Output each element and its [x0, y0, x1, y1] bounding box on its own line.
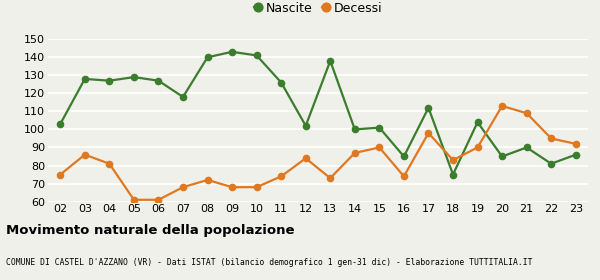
Decessi [425, 131, 432, 135]
Text: Movimento naturale della popolazione: Movimento naturale della popolazione [6, 224, 295, 237]
Nascite [376, 126, 383, 129]
Decessi [572, 142, 580, 146]
Nascite [302, 124, 310, 127]
Nascite [523, 146, 530, 149]
Decessi [548, 137, 555, 140]
Decessi [56, 173, 64, 176]
Nascite [179, 95, 187, 99]
Decessi [179, 185, 187, 189]
Nascite [351, 128, 358, 131]
Nascite [572, 153, 580, 156]
Text: COMUNE DI CASTEL D'AZZANO (VR) - Dati ISTAT (bilancio demografico 1 gen-31 dic) : COMUNE DI CASTEL D'AZZANO (VR) - Dati IS… [6, 258, 533, 267]
Decessi [351, 151, 358, 155]
Decessi [229, 185, 236, 189]
Decessi [130, 198, 137, 202]
Line: Decessi: Decessi [57, 103, 579, 203]
Nascite [400, 155, 407, 158]
Nascite [81, 77, 88, 81]
Decessi [474, 146, 481, 149]
Nascite [474, 120, 481, 124]
Nascite [548, 162, 555, 165]
Nascite [229, 50, 236, 53]
Legend: Nascite, Decessi: Nascite, Decessi [249, 0, 387, 20]
Nascite [204, 55, 211, 59]
Decessi [400, 175, 407, 178]
Nascite [425, 106, 432, 109]
Nascite [499, 155, 506, 158]
Decessi [326, 176, 334, 180]
Decessi [106, 162, 113, 165]
Nascite [449, 173, 457, 176]
Decessi [449, 158, 457, 162]
Decessi [499, 104, 506, 108]
Nascite [253, 54, 260, 57]
Nascite [130, 75, 137, 79]
Line: Nascite: Nascite [57, 49, 579, 178]
Decessi [302, 157, 310, 160]
Nascite [326, 59, 334, 62]
Nascite [155, 79, 162, 82]
Nascite [106, 79, 113, 82]
Decessi [376, 146, 383, 149]
Nascite [278, 81, 285, 84]
Decessi [155, 198, 162, 202]
Decessi [253, 185, 260, 189]
Nascite [56, 122, 64, 126]
Decessi [204, 178, 211, 182]
Decessi [523, 111, 530, 115]
Decessi [81, 153, 88, 156]
Decessi [278, 175, 285, 178]
